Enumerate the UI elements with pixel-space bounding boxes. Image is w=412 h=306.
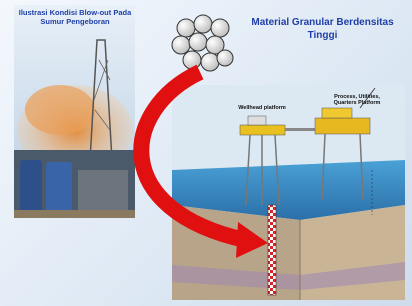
slide-title: Material Granular Berdensitas Tinggi [245,16,400,42]
photo-caption: Ilustrasi Kondisi Blow-out Pada Sumur Pe… [16,8,134,26]
blowout-photo [14,5,135,218]
diagram-label: Process, Utilities, Quarters Platform [322,94,392,106]
diagram-label: Wellhead platform [232,105,292,111]
illustrations [0,0,412,306]
offshore-diagram [172,85,405,300]
slide: Ilustrasi Kondisi Blow-out Pada Sumur Pe… [0,0,412,306]
granular-spheres [172,15,233,71]
